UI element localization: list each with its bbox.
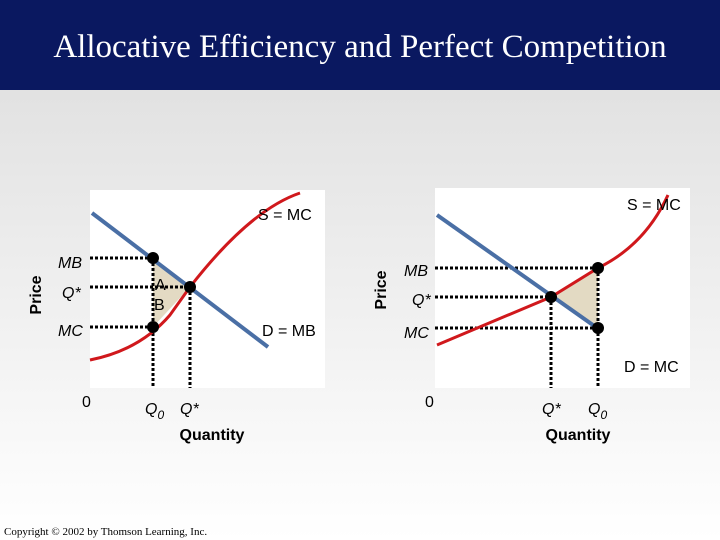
- plot-area: [90, 190, 325, 388]
- price-label: MC: [404, 325, 429, 342]
- area: [153, 258, 190, 327]
- x-axis-label: Quantity: [546, 427, 611, 444]
- origin: 0: [425, 394, 434, 411]
- demand-label: D = MC: [624, 359, 679, 376]
- origin: 0: [82, 394, 91, 411]
- price-label: MB: [58, 255, 82, 272]
- copyright: Copyright © 2002 by Thomson Learning, In…: [4, 526, 207, 538]
- area: [551, 268, 598, 328]
- title: Allocative Efficiency and Perfect Compet…: [53, 29, 666, 65]
- supply-label: S = MC: [258, 207, 312, 224]
- point: [147, 252, 159, 264]
- price-label: MB: [404, 263, 428, 280]
- demand-curve: [435, 213, 602, 332]
- point: [545, 291, 557, 303]
- guide-lines: [435, 266, 600, 388]
- point: [184, 281, 196, 293]
- point: [592, 322, 604, 334]
- demand-curve: [90, 211, 270, 349]
- quantity-label: Q0: [588, 401, 607, 422]
- quantity-label: Q0: [145, 401, 164, 422]
- point: [147, 321, 159, 333]
- y-axis-label: Price: [373, 270, 390, 309]
- plot-area: [435, 188, 690, 388]
- title-bar: [0, 0, 720, 90]
- quantity-label: Q*: [180, 401, 199, 418]
- guide-lines: [90, 256, 192, 388]
- demand-label: D = MB: [262, 323, 316, 340]
- area-label: A: [155, 277, 166, 294]
- price-label: Q*: [62, 285, 81, 302]
- left-diagram: S = MC D = MB MB Q* MC A B 0 Q0 Q* Quant…: [28, 190, 325, 444]
- quantity-label: Q*: [542, 401, 561, 418]
- area-label: B: [154, 297, 165, 314]
- supply-label: S = MC: [627, 197, 681, 214]
- point: [592, 262, 604, 274]
- y-axis-label: Price: [28, 275, 45, 314]
- right-diagram: S = MC D = MC MB Q* MC 0 Q* Q0 Quantity …: [373, 188, 690, 444]
- price-label: MC: [58, 323, 83, 340]
- price-label: Q*: [412, 292, 431, 309]
- x-axis-label: Quantity: [180, 427, 245, 444]
